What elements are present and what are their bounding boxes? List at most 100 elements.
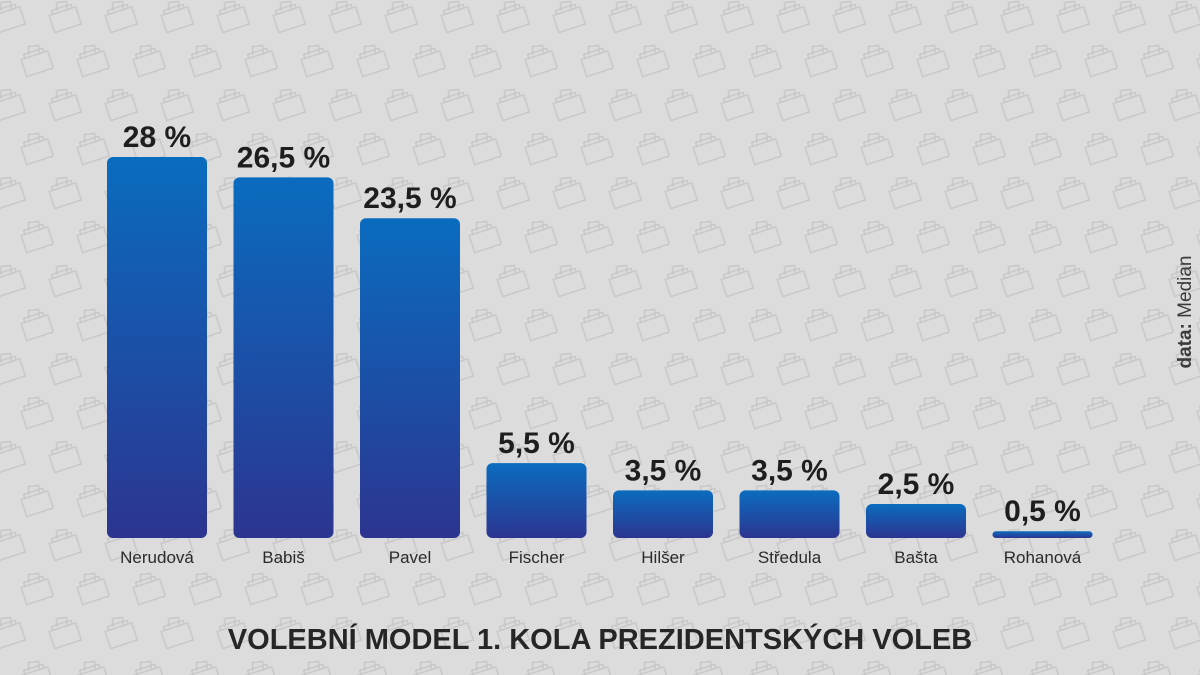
ballot-box-icon: [944, 352, 979, 386]
ballot-box-icon: [916, 396, 951, 430]
ballot-box-icon: [1112, 176, 1147, 210]
ballot-box-icon: [356, 132, 391, 166]
ballot-box-icon: [48, 264, 83, 298]
ballot-box-icon: [496, 0, 531, 34]
ballot-box-icon: [664, 616, 699, 650]
ballot-box-icon: [720, 352, 755, 386]
ballot-box-icon: [160, 616, 195, 650]
ballot-box-icon: [692, 660, 727, 675]
ballot-box-icon: [160, 0, 195, 34]
category-label: Nerudová: [120, 548, 194, 567]
ballot-box-icon: [860, 220, 895, 254]
ballot-box-icon: [48, 352, 83, 386]
ballot-box-icon: [496, 176, 531, 210]
ballot-box-icon: [972, 44, 1007, 78]
category-label: Pavel: [389, 548, 432, 567]
ballot-box-icon: [664, 88, 699, 122]
ballot-box-icon: [972, 484, 1007, 518]
ballot-box-icon: [104, 88, 139, 122]
ballot-box-icon: [244, 572, 279, 606]
ballot-box-icon: [888, 88, 923, 122]
ballot-box-icon: [552, 176, 587, 210]
ballot-box-icon: [1056, 0, 1091, 34]
bar-rohanová: [992, 531, 1093, 538]
ballot-box-icon: [832, 0, 867, 34]
ballot-box-icon: [468, 660, 503, 675]
ballot-box-icon: [888, 440, 923, 474]
ballot-box-icon: [1056, 88, 1091, 122]
ballot-box-icon: [132, 572, 167, 606]
ballot-box-icon: [1028, 220, 1063, 254]
ballot-box-icon: [132, 660, 167, 675]
ballot-box-icon: [328, 0, 363, 34]
ballot-box-icon: [20, 220, 55, 254]
ballot-box-icon: [328, 88, 363, 122]
ballot-box-icon: [692, 572, 727, 606]
ballot-box-icon: [384, 88, 419, 122]
ballot-box-icon: [748, 660, 783, 675]
ballot-box-icon: [20, 396, 55, 430]
bar-hilšer: [613, 490, 713, 538]
ballot-box-icon: [244, 660, 279, 675]
ballot-box-icon: [832, 616, 867, 650]
ballot-box-icon: [496, 352, 531, 386]
ballot-box-icon: [1000, 616, 1035, 650]
ballot-box-icon: [48, 88, 83, 122]
ballot-box-icon: [496, 88, 531, 122]
ballot-box-icon: [328, 616, 363, 650]
ballot-box-icon: [468, 220, 503, 254]
ballot-box-icon: [608, 264, 643, 298]
ballot-box-icon: [776, 440, 811, 474]
ballot-box-icon: [1028, 660, 1063, 675]
ballot-box-icon: [496, 616, 531, 650]
ballot-box-icon: [832, 440, 867, 474]
ballot-box-icon: [804, 220, 839, 254]
ballot-box-icon: [860, 396, 895, 430]
ballot-box-icon: [104, 0, 139, 34]
ballot-box-icon: [188, 660, 223, 675]
ballot-box-icon: [1168, 264, 1200, 298]
ballot-box-icon: [580, 220, 615, 254]
ballot-box-icon: [608, 0, 643, 34]
ballot-box-icon: [132, 44, 167, 78]
ballot-box-icon: [804, 44, 839, 78]
ballot-box-icon: [692, 396, 727, 430]
ballot-box-icon: [944, 176, 979, 210]
ballot-box-icon: [776, 264, 811, 298]
ballot-box-icon: [776, 0, 811, 34]
ballot-box-icon: [300, 44, 335, 78]
ballot-box-icon: [1168, 88, 1200, 122]
ballot-box-icon: [1168, 0, 1200, 34]
ballot-box-icon: [412, 132, 447, 166]
ballot-box-icon: [20, 660, 55, 675]
ballot-box-icon: [692, 220, 727, 254]
ballot-box-icon: [1112, 616, 1147, 650]
ballot-box-icon: [860, 132, 895, 166]
ballot-box-icon: [468, 44, 503, 78]
ballot-box-icon: [1140, 484, 1175, 518]
ballot-box-icon: [804, 396, 839, 430]
ballot-box-icon: [244, 132, 279, 166]
ballot-box-icon: [1084, 308, 1119, 342]
ballot-box-icon: [1028, 44, 1063, 78]
ballot-box-icon: [972, 308, 1007, 342]
ballot-box-icon: [300, 660, 335, 675]
ballot-box-icon: [580, 660, 615, 675]
value-label: 28 %: [123, 121, 191, 154]
category-label: Rohanová: [1004, 548, 1082, 567]
ballot-box-icon: [972, 220, 1007, 254]
ballot-box-icon: [776, 352, 811, 386]
ballot-box-icon: [580, 308, 615, 342]
ballot-box-icon: [1084, 396, 1119, 430]
ballot-box-icon: [0, 352, 27, 386]
ballot-box-icon: [272, 0, 307, 34]
ballot-box-icon: [1140, 44, 1175, 78]
ballot-box-icon: [720, 0, 755, 34]
ballot-box-icon: [608, 352, 643, 386]
ballot-box-icon: [552, 88, 587, 122]
ballot-box-icon: [944, 264, 979, 298]
ballot-box-icon: [48, 0, 83, 34]
ballot-box-icon: [916, 308, 951, 342]
ballot-box-icon: [1140, 572, 1175, 606]
